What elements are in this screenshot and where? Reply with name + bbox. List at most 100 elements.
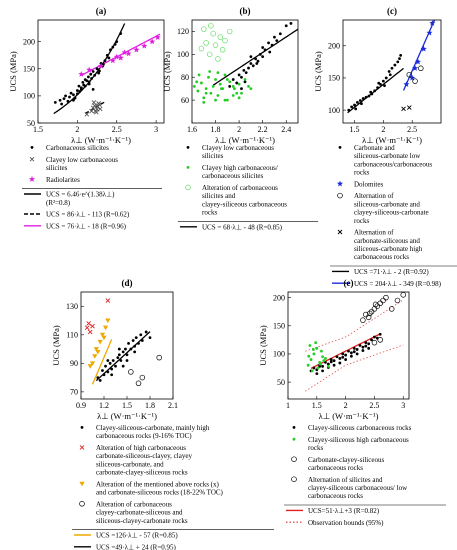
data-point (84, 112, 90, 117)
data-point (217, 34, 224, 40)
data-point (367, 346, 371, 350)
data-point (251, 64, 255, 68)
data-points (192, 22, 293, 104)
data-point (119, 32, 123, 35)
data-point (204, 91, 208, 95)
data-point (352, 350, 356, 354)
data-point (121, 49, 128, 56)
data-point (347, 349, 350, 353)
data-point (289, 22, 293, 25)
data-point (349, 354, 353, 358)
data-point (78, 71, 85, 77)
x-tick-label: 1 (286, 401, 290, 410)
data-point (207, 75, 210, 79)
x-tick-label: 1.5 (122, 401, 132, 410)
data-point (383, 294, 389, 301)
data-point (106, 359, 110, 362)
data-point (139, 333, 143, 337)
data-point (93, 347, 99, 352)
data-point (381, 79, 385, 83)
legend-label: Clayey-siliceous high carbonaceous rocks (308, 436, 409, 452)
data-point (148, 336, 152, 340)
fit-lines (305, 299, 404, 392)
y-tick-label: 50 (27, 119, 35, 128)
x-tick-label: 3 (154, 125, 158, 134)
data-point (125, 359, 129, 362)
y-tick-label: 70 (70, 388, 78, 397)
data-point (429, 20, 436, 26)
data-point (81, 80, 85, 84)
data-point (361, 349, 365, 352)
data-point (341, 355, 345, 359)
data-point (127, 341, 130, 345)
chart-title: (d) (122, 278, 133, 288)
data-point (312, 366, 316, 370)
data-point (219, 47, 226, 53)
data-point (356, 101, 359, 104)
data-point (306, 363, 310, 367)
data-point (90, 77, 93, 80)
data-point (58, 98, 62, 102)
data-point (256, 59, 260, 63)
data-point (380, 297, 386, 304)
data-point (62, 97, 66, 101)
data-point (363, 311, 369, 318)
y-axis-label: UCS (MPa) (8, 51, 18, 92)
data-point (420, 45, 427, 52)
data-point (388, 73, 392, 77)
data-point (247, 84, 250, 88)
data-point (352, 346, 356, 350)
legend-label: Clayey-siliceous-carbonate, mainly high c… (96, 424, 210, 440)
fit-line (212, 28, 298, 86)
legend-label: UCS = 68·λ⊥ - 48 (R=0.85) (202, 223, 283, 231)
data-point (318, 364, 322, 368)
plot-frame (342, 19, 442, 124)
legend-label: Alternation of siliceous-carbonate and cla… (354, 192, 429, 225)
data-point (249, 87, 253, 91)
data-point (114, 364, 117, 368)
x-axis-label: λ⊥ (W·m⁻¹·K⁻¹) (319, 411, 379, 421)
data-point (110, 367, 114, 371)
data-point (255, 62, 259, 65)
legend-marker (337, 192, 343, 199)
data-point (79, 87, 83, 91)
data-point (394, 297, 401, 304)
data-point (367, 342, 371, 346)
legend-label: Clayey high carbonaceous/carbonaceous si… (202, 164, 278, 180)
plot-frame (80, 291, 174, 400)
data-point (377, 300, 383, 307)
data-point (374, 303, 381, 309)
data-point (412, 65, 419, 71)
data-point (84, 325, 90, 330)
data-point (222, 37, 228, 44)
data-point (98, 69, 101, 73)
data-point (261, 55, 265, 59)
data-point (109, 57, 116, 64)
y-tick-label: 150 (23, 65, 35, 74)
fit-lines (91, 331, 151, 385)
data-point (99, 332, 106, 338)
data-point (243, 78, 247, 81)
y-tick-label: 200 (328, 42, 340, 51)
data-point (367, 94, 371, 98)
fit-line (402, 20, 436, 91)
y-tick-label: 120 (177, 27, 189, 36)
data-point (72, 93, 75, 97)
chart-e: (e) 1 1.5 2 2.5 3 50 100 150 200 λ⊥ (W·m⁻¹·K⁻¹) UCS… (258, 278, 446, 527)
legend-marker (338, 146, 342, 149)
data-point (206, 51, 213, 58)
fit-lines (347, 20, 436, 114)
data-point (244, 71, 248, 75)
data-point (263, 48, 267, 52)
data-point (86, 66, 93, 73)
data-point (270, 43, 274, 47)
data-points (84, 298, 162, 387)
legend-marker (186, 146, 190, 149)
legend-label: Observation bounds (95%) (308, 519, 384, 527)
legend-label: UCS = 6.46·e^(1.38λ⊥) (R²=0.8) (46, 191, 115, 207)
data-point (95, 67, 99, 71)
data-point (144, 330, 148, 334)
y-tick-label: 110 (66, 331, 78, 340)
legend-marker (337, 229, 343, 235)
